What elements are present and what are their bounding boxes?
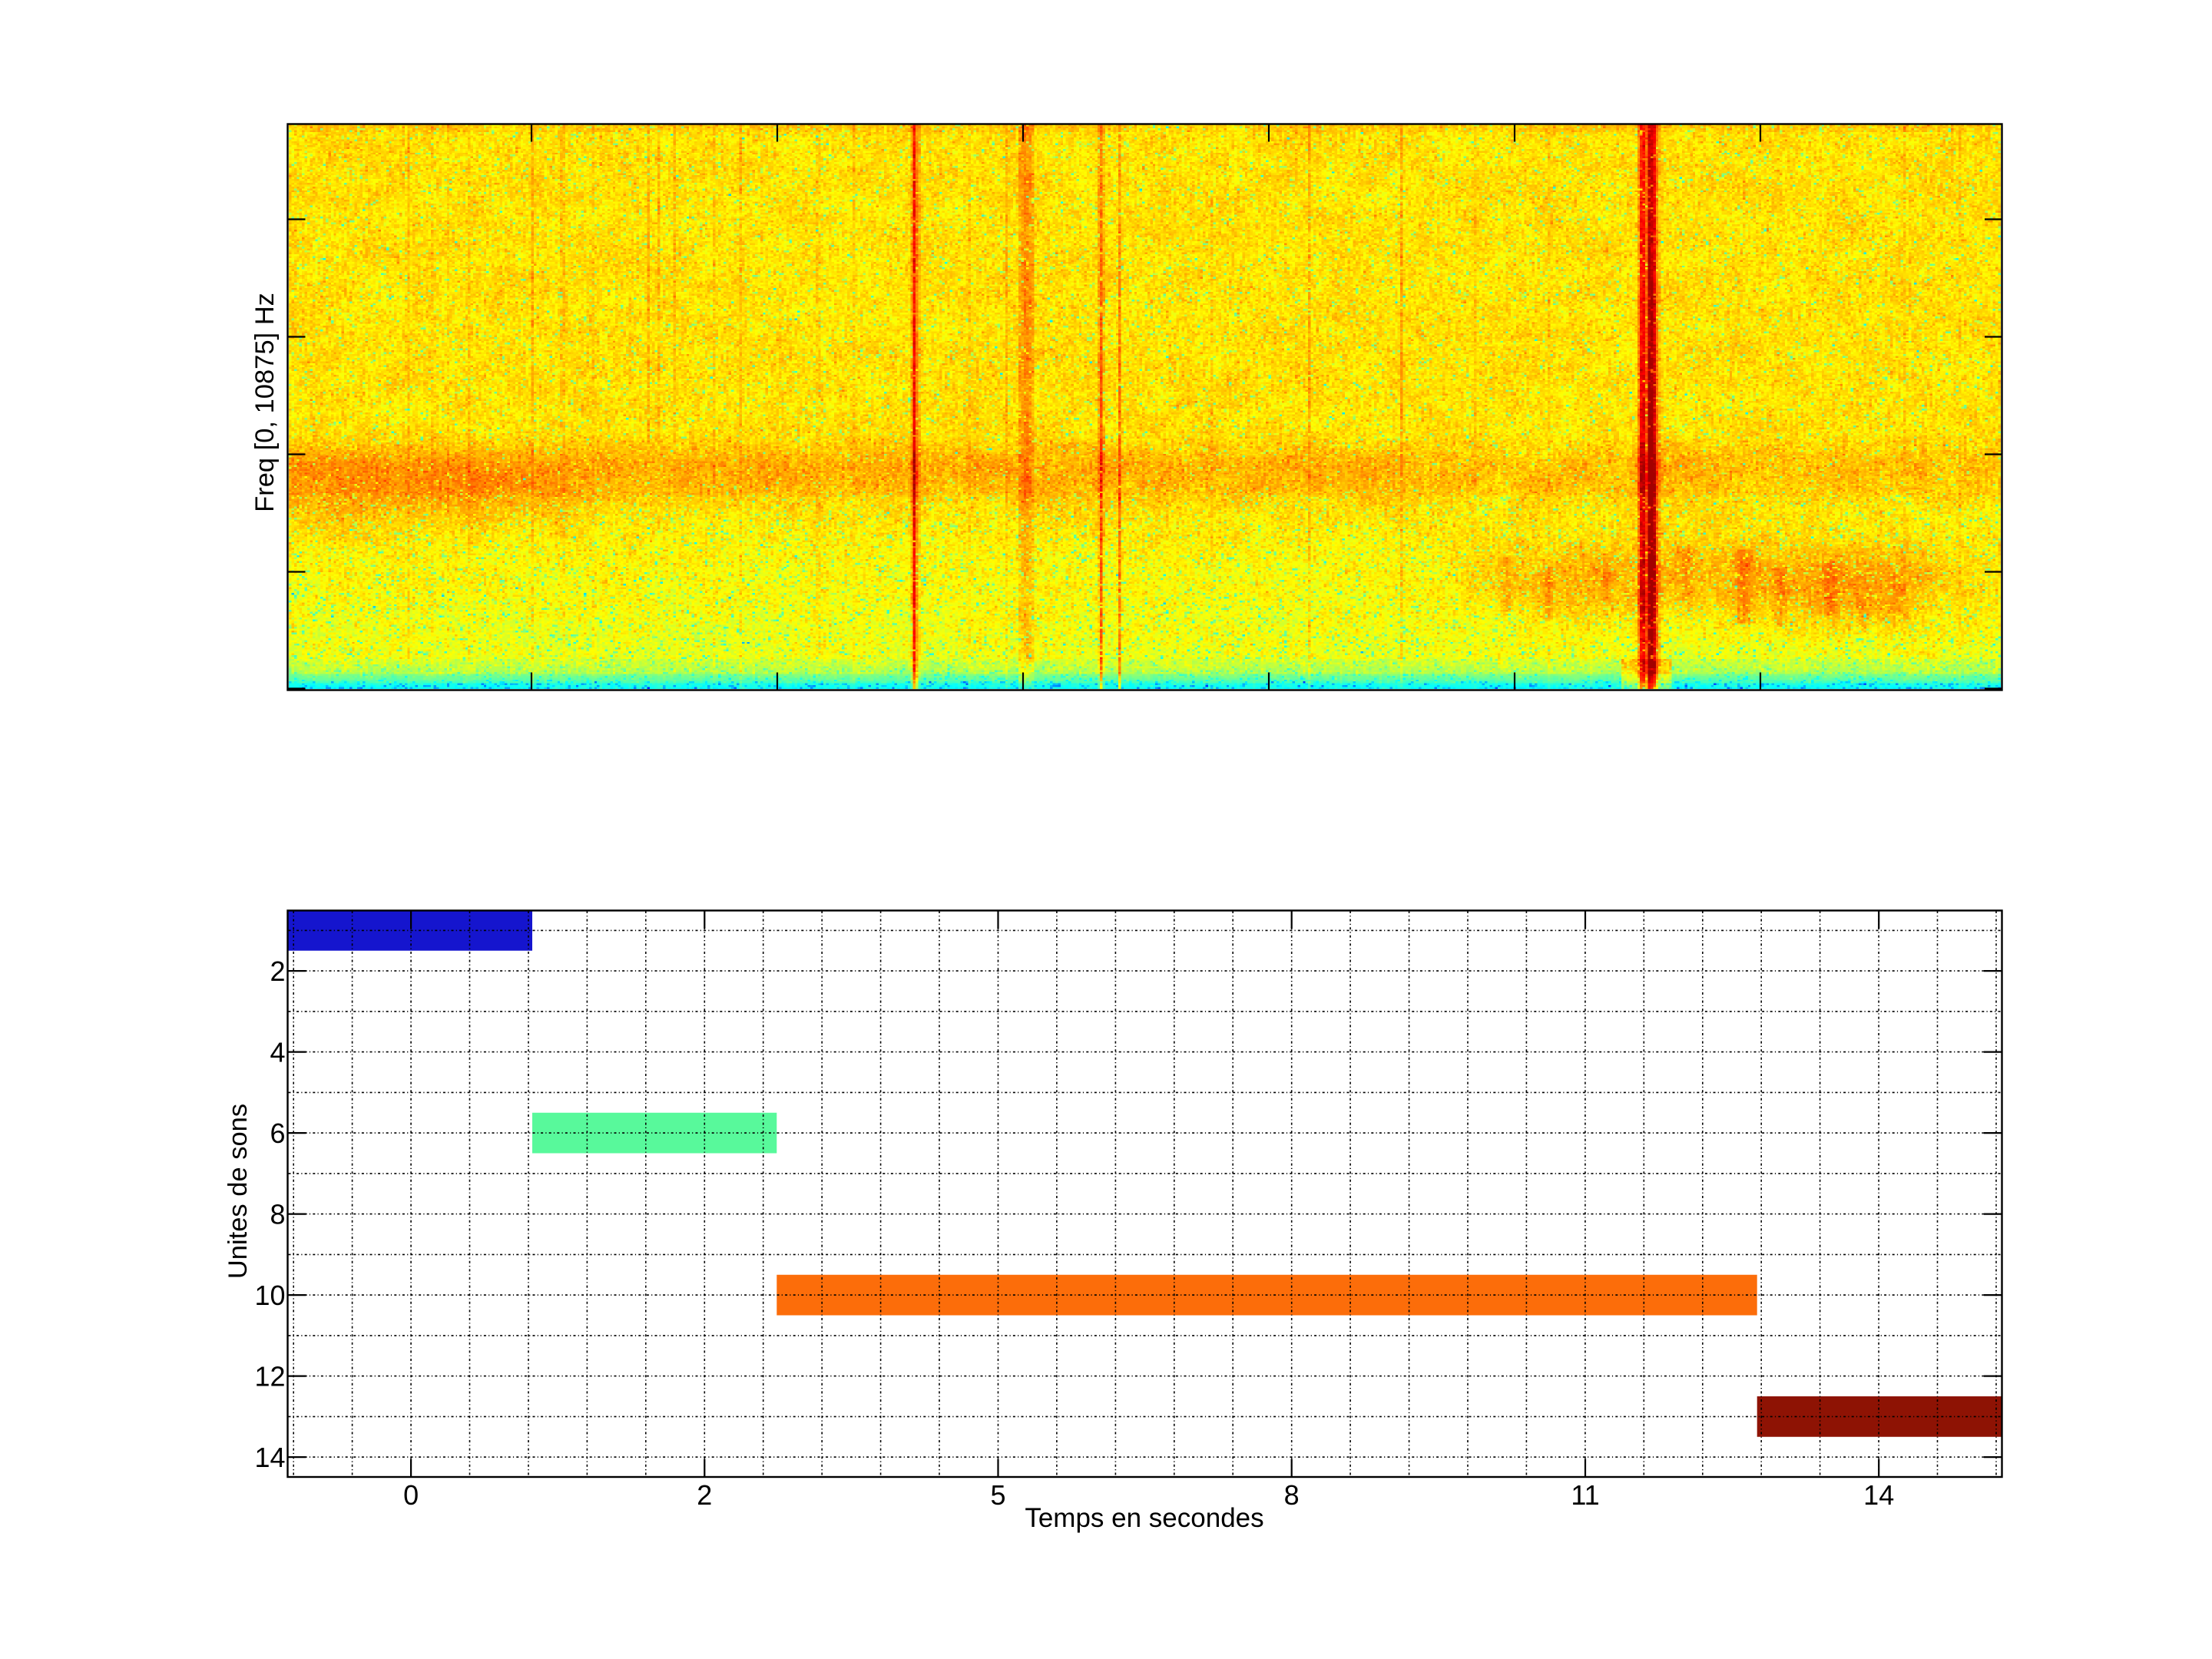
svg-text:14: 14	[254, 1442, 285, 1473]
svg-text:2: 2	[697, 1479, 712, 1511]
svg-text:5: 5	[990, 1479, 1005, 1511]
svg-text:4: 4	[270, 1037, 285, 1068]
svg-text:Unites de sons: Unites de sons	[224, 1104, 253, 1279]
svg-text:6: 6	[270, 1118, 285, 1149]
svg-text:2: 2	[270, 955, 285, 987]
svg-text:Temps en secondes: Temps en secondes	[1025, 1503, 1263, 1533]
svg-text:8: 8	[1284, 1479, 1300, 1511]
svg-text:0: 0	[403, 1479, 419, 1511]
svg-text:8: 8	[270, 1199, 285, 1230]
svg-text:Freq [0, 10875] Hz: Freq [0, 10875] Hz	[250, 293, 280, 512]
svg-text:10: 10	[254, 1280, 285, 1311]
svg-text:11: 11	[1571, 1479, 1599, 1511]
svg-text:12: 12	[254, 1361, 285, 1392]
svg-text:14: 14	[1863, 1479, 1894, 1511]
